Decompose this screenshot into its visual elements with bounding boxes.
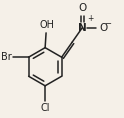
- Text: +: +: [87, 14, 93, 23]
- Text: O: O: [99, 23, 107, 33]
- Text: Cl: Cl: [40, 103, 50, 113]
- Text: Br: Br: [1, 52, 12, 62]
- Text: OH: OH: [40, 21, 55, 30]
- Text: O: O: [78, 3, 87, 13]
- Text: −: −: [104, 19, 111, 28]
- Text: N: N: [78, 23, 87, 33]
